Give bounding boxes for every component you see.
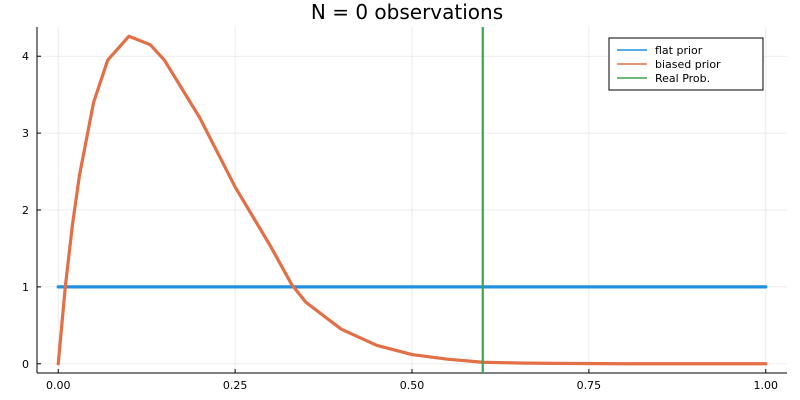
y-tick-label-1: 1 <box>22 281 29 294</box>
y-tick-label-3: 3 <box>22 127 29 140</box>
chart-title: N = 0 observations <box>311 0 503 24</box>
legend-label-0: flat prior <box>655 44 703 57</box>
x-tick-label-0: 0.00 <box>46 379 71 392</box>
y-ticks: 0 1 2 3 4 <box>22 50 41 371</box>
y-tick-label-4: 4 <box>22 50 29 63</box>
x-tick-label-1: 0.25 <box>223 379 248 392</box>
series-group <box>56 27 768 373</box>
x-tick-label-2: 0.50 <box>400 379 425 392</box>
x-ticks: 0.00 0.25 0.50 0.75 1.00 <box>46 369 778 392</box>
x-tick-label-4: 1.00 <box>754 379 779 392</box>
legend-label-1: biased prior <box>655 58 721 71</box>
y-tick-label-2: 2 <box>22 204 29 217</box>
x-tick-label-3: 0.75 <box>577 379 602 392</box>
y-tick-label-0: 0 <box>22 358 29 371</box>
legend-label-2: Real Prob. <box>655 72 710 85</box>
series-line-biased-prior <box>56 34 768 366</box>
